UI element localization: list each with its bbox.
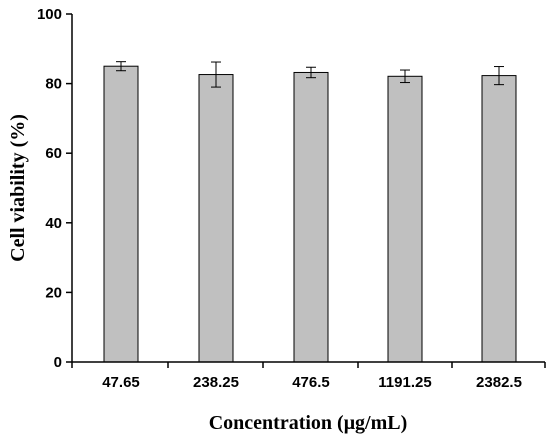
x-ticks: 47.65 238.25 476.5 1191.25 2382.5 [71, 362, 546, 391]
bar-47.65 [103, 65, 139, 363]
error-bar-476.5 [306, 66, 316, 79]
x-tick-label: 1191.25 [378, 374, 431, 391]
y-axis-title: Cell viability (%) [7, 114, 29, 262]
bar-2382.5 [481, 75, 517, 363]
error-bar-1191.25 [400, 69, 410, 84]
x-tick-label: 238.25 [193, 374, 239, 391]
bar-238.25 [198, 74, 234, 363]
error-bar-238.25 [211, 61, 221, 88]
x-tick-label: 47.65 [102, 374, 140, 391]
error-bar-47.65 [116, 61, 126, 72]
x-tick-label: 2382.5 [476, 374, 522, 391]
y-ticks: 0 20 40 60 80 100 [37, 6, 72, 371]
y-tick-label: 60 [45, 145, 62, 162]
x-axis-title: Concentration (μg/mL) [209, 412, 408, 434]
bar-476.5 [293, 71, 329, 363]
error-bars-layer [116, 61, 504, 88]
error-bar-2382.5 [494, 66, 504, 86]
bars-layer [103, 65, 517, 363]
y-tick-label: 0 [54, 354, 62, 371]
y-tick-label: 20 [45, 284, 62, 301]
y-tick-label: 80 [45, 76, 62, 93]
y-tick-label: 40 [45, 215, 62, 232]
y-tick-label: 100 [37, 6, 62, 23]
bar-1191.25 [387, 75, 423, 363]
x-tick-label: 476.5 [292, 374, 330, 391]
